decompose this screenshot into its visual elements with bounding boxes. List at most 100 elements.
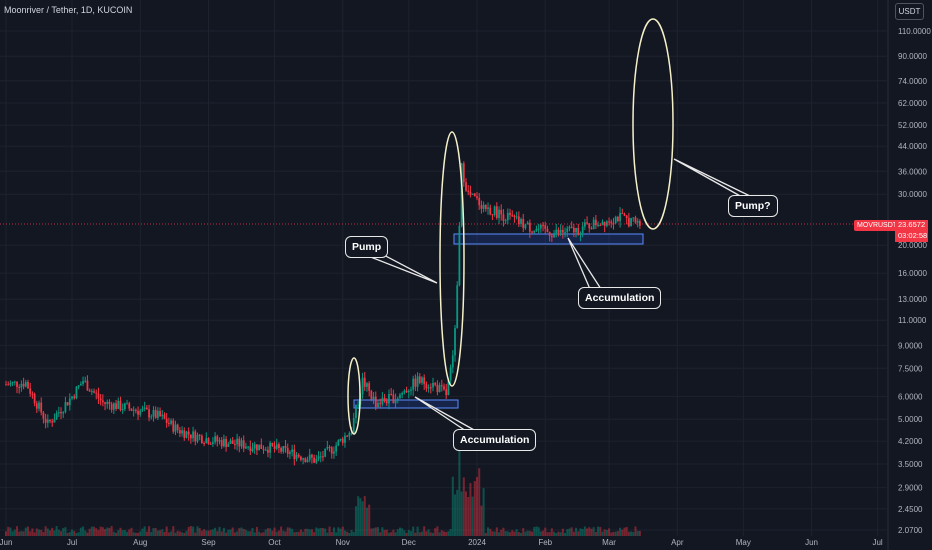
volume-bar [418, 532, 421, 536]
volume-bar [178, 531, 181, 536]
candle-body [429, 387, 432, 389]
volume-bar [524, 531, 527, 536]
volume-bar [84, 530, 87, 536]
candle-body [493, 206, 496, 215]
candle-body [200, 435, 203, 444]
candle-body [548, 231, 551, 236]
currency-button[interactable]: USDT [895, 3, 924, 20]
volume-bar [509, 532, 512, 536]
candle-body [150, 416, 153, 418]
candle-body [24, 381, 27, 387]
candle-body [363, 377, 366, 387]
candle-body [528, 222, 531, 232]
annotation-accumulation-upper[interactable]: Accumulation [578, 287, 662, 309]
candle-body [586, 222, 588, 224]
volume-bar [172, 526, 175, 536]
volume-bar [553, 531, 556, 536]
candle-body [579, 233, 582, 235]
candle-body [302, 458, 305, 460]
volume-bar [493, 531, 496, 536]
volume-bar [451, 476, 454, 536]
candle-body [18, 387, 21, 389]
volume-bar [104, 529, 107, 536]
candle-body [148, 409, 150, 418]
candle-body [161, 414, 164, 417]
volume-bar [420, 531, 423, 536]
volume-bar [462, 477, 465, 536]
volume-bar [260, 532, 263, 536]
candle-body [544, 225, 547, 229]
volume-bar [555, 532, 558, 536]
candle-body [304, 458, 307, 463]
candle-body [66, 402, 69, 406]
volume-bar [271, 530, 274, 536]
volume-bar [38, 529, 41, 536]
volume-bar [97, 530, 100, 536]
volume-bar [594, 532, 597, 536]
volume-bar [211, 529, 214, 536]
volume-bar [597, 526, 600, 536]
volume-bar [16, 526, 19, 536]
volume-bar [414, 532, 417, 536]
volume-bar [436, 526, 439, 536]
candle-body [594, 219, 597, 226]
annotation-pump-question[interactable]: Pump? [728, 195, 778, 217]
candle-body [240, 440, 243, 447]
volume-bar [577, 531, 580, 536]
candle-body [128, 403, 131, 409]
volume-bar [328, 526, 331, 536]
volume-bar [454, 494, 457, 536]
volume-bar [350, 530, 353, 536]
volume-bar [456, 489, 459, 536]
volume-bar [583, 526, 586, 536]
volume-bar [145, 531, 148, 536]
volume-bar [86, 532, 89, 536]
candle-body [275, 444, 278, 449]
candle-body [423, 377, 426, 385]
volume-bar [106, 527, 109, 536]
volume-bar [176, 530, 179, 536]
candle-body [498, 209, 500, 218]
volume-bar [638, 530, 641, 536]
candle-body [469, 191, 472, 195]
volume-bar [275, 531, 278, 536]
volume-bar [315, 527, 318, 536]
volume-bar [293, 532, 296, 536]
candle-body [11, 381, 14, 383]
volume-bar [64, 527, 67, 536]
y-tick-label: 16.0000 [898, 269, 927, 278]
volume-bar [588, 527, 591, 536]
chart-grid [0, 0, 889, 550]
annotation-pump[interactable]: Pump [345, 236, 389, 258]
candle-body [557, 229, 560, 233]
drawing-annotations [0, 18, 888, 435]
volume-bar [282, 530, 285, 536]
candle-body [9, 382, 12, 385]
volume-bar [440, 530, 443, 536]
candle-body [154, 410, 157, 418]
volume-bar [381, 527, 384, 536]
candle-body [370, 390, 373, 400]
volume-bar [343, 530, 346, 536]
candle-body [55, 413, 58, 420]
candle-body [229, 440, 232, 444]
candle-body [123, 403, 126, 410]
candle-body [520, 219, 522, 224]
annotation-accumulation-lower[interactable]: Accumulation [453, 429, 537, 451]
candle-body [632, 217, 635, 219]
candle-body [267, 449, 269, 453]
candle-body [262, 448, 265, 450]
volume-bar [623, 527, 626, 536]
candle-body [511, 215, 514, 217]
candle-body [432, 382, 434, 388]
volume-bar [423, 526, 426, 536]
candle-body [627, 218, 630, 227]
volume-bar [185, 530, 188, 536]
volume-bar [465, 491, 468, 536]
volume-bar [20, 531, 23, 536]
candle-body [623, 213, 626, 216]
volume-bar [42, 532, 45, 536]
volume-bar [374, 527, 377, 536]
candle-body [456, 285, 459, 329]
